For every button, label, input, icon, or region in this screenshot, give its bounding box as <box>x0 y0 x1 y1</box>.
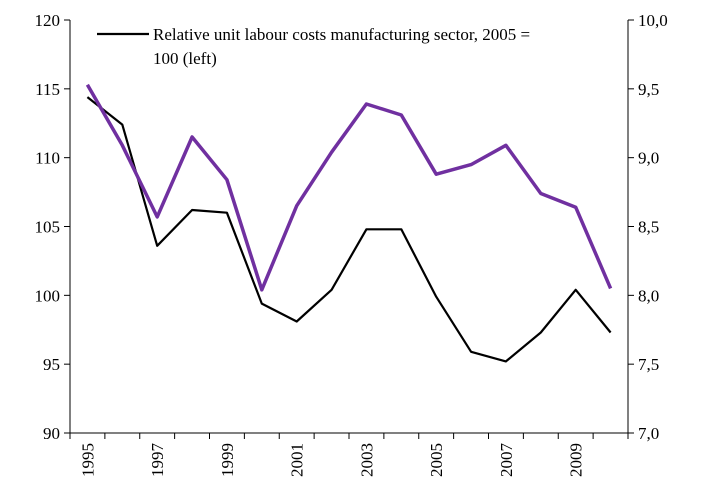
x-tick-label: 2005 <box>427 443 446 477</box>
series-layer <box>85 83 613 363</box>
x-tick-label: 2003 <box>357 443 376 477</box>
left-tick-label: 115 <box>35 80 60 99</box>
series-line-1 <box>86 96 612 363</box>
left-tick-label: 95 <box>43 355 60 374</box>
legend: Relative unit labour costs manufacturing… <box>97 25 530 68</box>
right-tick-label: 8,0 <box>638 286 659 305</box>
x-tick-label: 1999 <box>218 443 237 477</box>
left-tick-label: 90 <box>43 424 60 443</box>
x-tick-label: 2007 <box>497 443 516 478</box>
left-tick-label: 110 <box>35 149 60 168</box>
right-tick-label: 9,0 <box>638 149 659 168</box>
legend-label-line-2: 100 (left) <box>153 49 217 68</box>
x-axis: 1995 1997 1999 2001 2003 2005 2007 2009 <box>69 432 629 478</box>
series-line-2 <box>85 83 613 292</box>
left-tick-label: 120 <box>35 11 61 30</box>
x-tick-label: 2001 <box>288 443 307 477</box>
right-y-axis: 7,0 7,5 8,0 8,5 9,0 9,5 10,0 <box>627 11 668 443</box>
x-tick-label: 1995 <box>78 443 97 477</box>
left-y-axis: 90 95 100 105 110 115 120 <box>35 11 71 443</box>
legend-label-line-1: Relative unit labour costs manufacturing… <box>153 25 530 44</box>
x-tick-label: 2009 <box>567 443 586 477</box>
right-tick-label: 7,5 <box>638 355 659 374</box>
right-tick-label: 7,0 <box>638 424 659 443</box>
right-tick-label: 9,5 <box>638 80 659 99</box>
left-tick-label: 100 <box>35 286 61 305</box>
left-tick-label: 105 <box>35 218 61 237</box>
x-tick-label: 1997 <box>148 443 167 478</box>
right-tick-label: 8,5 <box>638 218 659 237</box>
right-tick-label: 10,0 <box>638 11 668 30</box>
